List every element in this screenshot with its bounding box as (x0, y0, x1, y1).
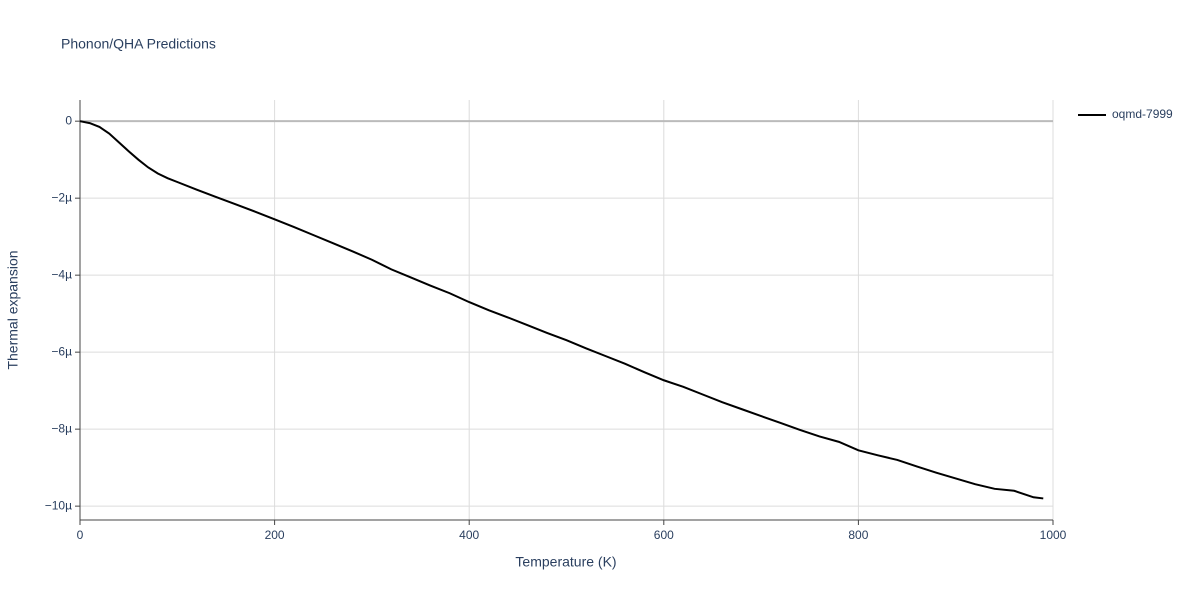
y-tick-label: −10µ (45, 498, 72, 512)
x-tick-label: 400 (459, 528, 479, 542)
chart-title: Phonon/QHA Predictions (61, 36, 216, 52)
y-tick-label: −8µ (51, 421, 72, 435)
legend-label: oqmd-7999 (1112, 107, 1173, 121)
line-series (79, 120, 1044, 500)
x-tick-label: 0 (77, 528, 84, 542)
x-tick-label: 600 (654, 528, 674, 542)
y-tick-label: 0 (65, 113, 72, 127)
x-axis-title: Temperature (K) (515, 554, 616, 570)
x-tick-label: 200 (265, 528, 285, 542)
y-tick-label: −4µ (51, 267, 72, 281)
x-tick-label: 800 (848, 528, 868, 542)
y-tick-label: −2µ (51, 190, 72, 204)
x-tick-label: 1000 (1040, 528, 1067, 542)
y-axis-title: Thermal expansion (5, 250, 21, 369)
y-tick-label: −6µ (51, 344, 72, 358)
